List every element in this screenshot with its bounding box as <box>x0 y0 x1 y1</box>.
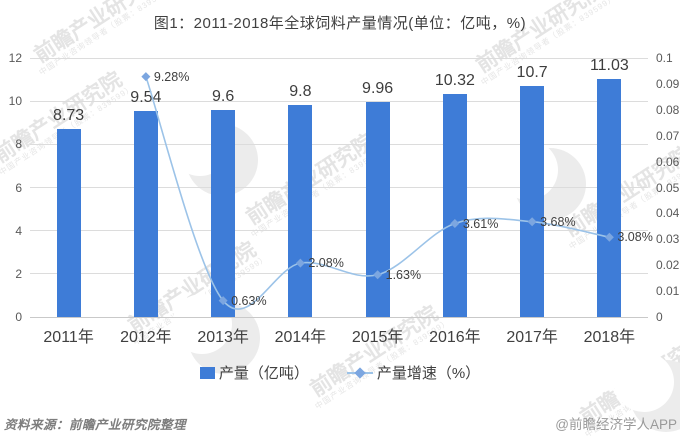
bar-series-swatch-icon <box>199 366 215 379</box>
y-axis-right-tick: 0.06 <box>656 154 680 169</box>
y-axis-right-tick: 0.01 <box>656 284 680 299</box>
legend: 产量（亿吨） 产量增速（%） <box>0 362 680 383</box>
gridline <box>30 316 648 318</box>
x-axis-label: 2015年 <box>351 329 404 346</box>
y-axis-right-tick: 0.07 <box>656 128 680 143</box>
gridline <box>30 187 648 188</box>
y-axis-left-tick: 2 <box>15 266 22 281</box>
x-axis-label: 2017年 <box>506 329 558 346</box>
y-axis-right-tick: 0.08 <box>656 102 680 117</box>
bar-value-label: 9.96 <box>362 80 394 98</box>
y-axis-right-tick: 0 <box>656 310 663 324</box>
y-axis-right-tick: 0.02 <box>656 258 680 273</box>
legend-label-growth: 产量增速（%） <box>376 365 481 382</box>
legend-item-production: 产量（亿吨） <box>199 362 309 383</box>
growth-value-label: 1.63% <box>385 267 422 282</box>
bar-value-label: 8.73 <box>53 106 85 124</box>
source-note: 资料来源：前瞻产业研究院整理 <box>4 418 187 432</box>
y-axis-right-tick: 0.1 <box>656 51 673 65</box>
y-axis-left-tick: 6 <box>15 180 22 195</box>
bar-value-label: 10.7 <box>516 64 548 82</box>
y-axis-left-tick: 10 <box>8 94 22 109</box>
gridline <box>30 273 648 275</box>
growth-value-label: 3.61% <box>462 216 499 231</box>
bar-value-label: 9.8 <box>289 83 312 101</box>
y-axis-left-tick: 12 <box>8 51 22 65</box>
growth-value-label: 9.28% <box>153 69 190 84</box>
watermark-logo-cut <box>614 352 674 412</box>
bar-2018年 <box>597 78 622 317</box>
x-axis-label: 2011年 <box>43 329 94 346</box>
bar-value-label: 9.6 <box>212 87 235 105</box>
x-axis-label: 2018年 <box>583 329 636 346</box>
y-axis-left-tick: 8 <box>15 137 22 152</box>
x-axis-label: 2014年 <box>274 329 327 346</box>
growth-value-label: 2.08% <box>308 256 344 271</box>
bar-2014年 <box>288 105 313 317</box>
gridline <box>30 143 648 145</box>
bar-value-label: 10.32 <box>434 72 475 90</box>
x-axis-label: 2013年 <box>197 329 249 346</box>
legend-item-growth: 产量增速（%） <box>346 362 481 383</box>
growth-value-label: 3.68% <box>540 214 576 229</box>
legend-label-production: 产量（亿吨） <box>218 365 309 382</box>
x-axis-label: 2012年 <box>120 329 172 346</box>
y-axis-right-tick: 0.03 <box>656 232 680 247</box>
chart-title: 图1：2011-2018年全球饲料产量情况(单位：亿吨，%) <box>153 15 527 32</box>
bar-2013年 <box>211 109 236 317</box>
growth-value-label: 3.08% <box>617 230 653 245</box>
brand-attribution: @前瞻经济学人APP <box>555 417 677 432</box>
line-series-swatch-icon <box>346 366 373 379</box>
y-axis-right-tick: 0.09 <box>656 76 680 91</box>
bar-2011年 <box>56 128 81 317</box>
bar-2015年 <box>365 102 390 317</box>
watermark-logo-icon <box>614 352 680 432</box>
gridline <box>30 230 648 232</box>
y-axis-left-tick: 0 <box>15 310 22 324</box>
legend-diamond-marker-icon <box>354 366 366 379</box>
bar-value-label: 11.03 <box>589 56 629 74</box>
gridline <box>30 57 648 59</box>
x-axis-label: 2016年 <box>429 329 481 346</box>
y-axis-left-tick: 4 <box>15 223 22 238</box>
growth-value-label: 0.63% <box>231 293 267 308</box>
bar-2016年 <box>442 94 467 317</box>
footer: 资料来源：前瞻产业研究院整理 @前瞻经济学人APP <box>0 411 680 435</box>
line-diamond-marker-icon <box>141 72 151 82</box>
bar-2017年 <box>520 86 545 317</box>
y-axis-right-tick: 0.05 <box>656 180 680 195</box>
y-axis-right-tick: 0.04 <box>656 206 680 221</box>
bar-2012年 <box>133 111 158 317</box>
bar-value-label: 9.54 <box>130 89 162 107</box>
